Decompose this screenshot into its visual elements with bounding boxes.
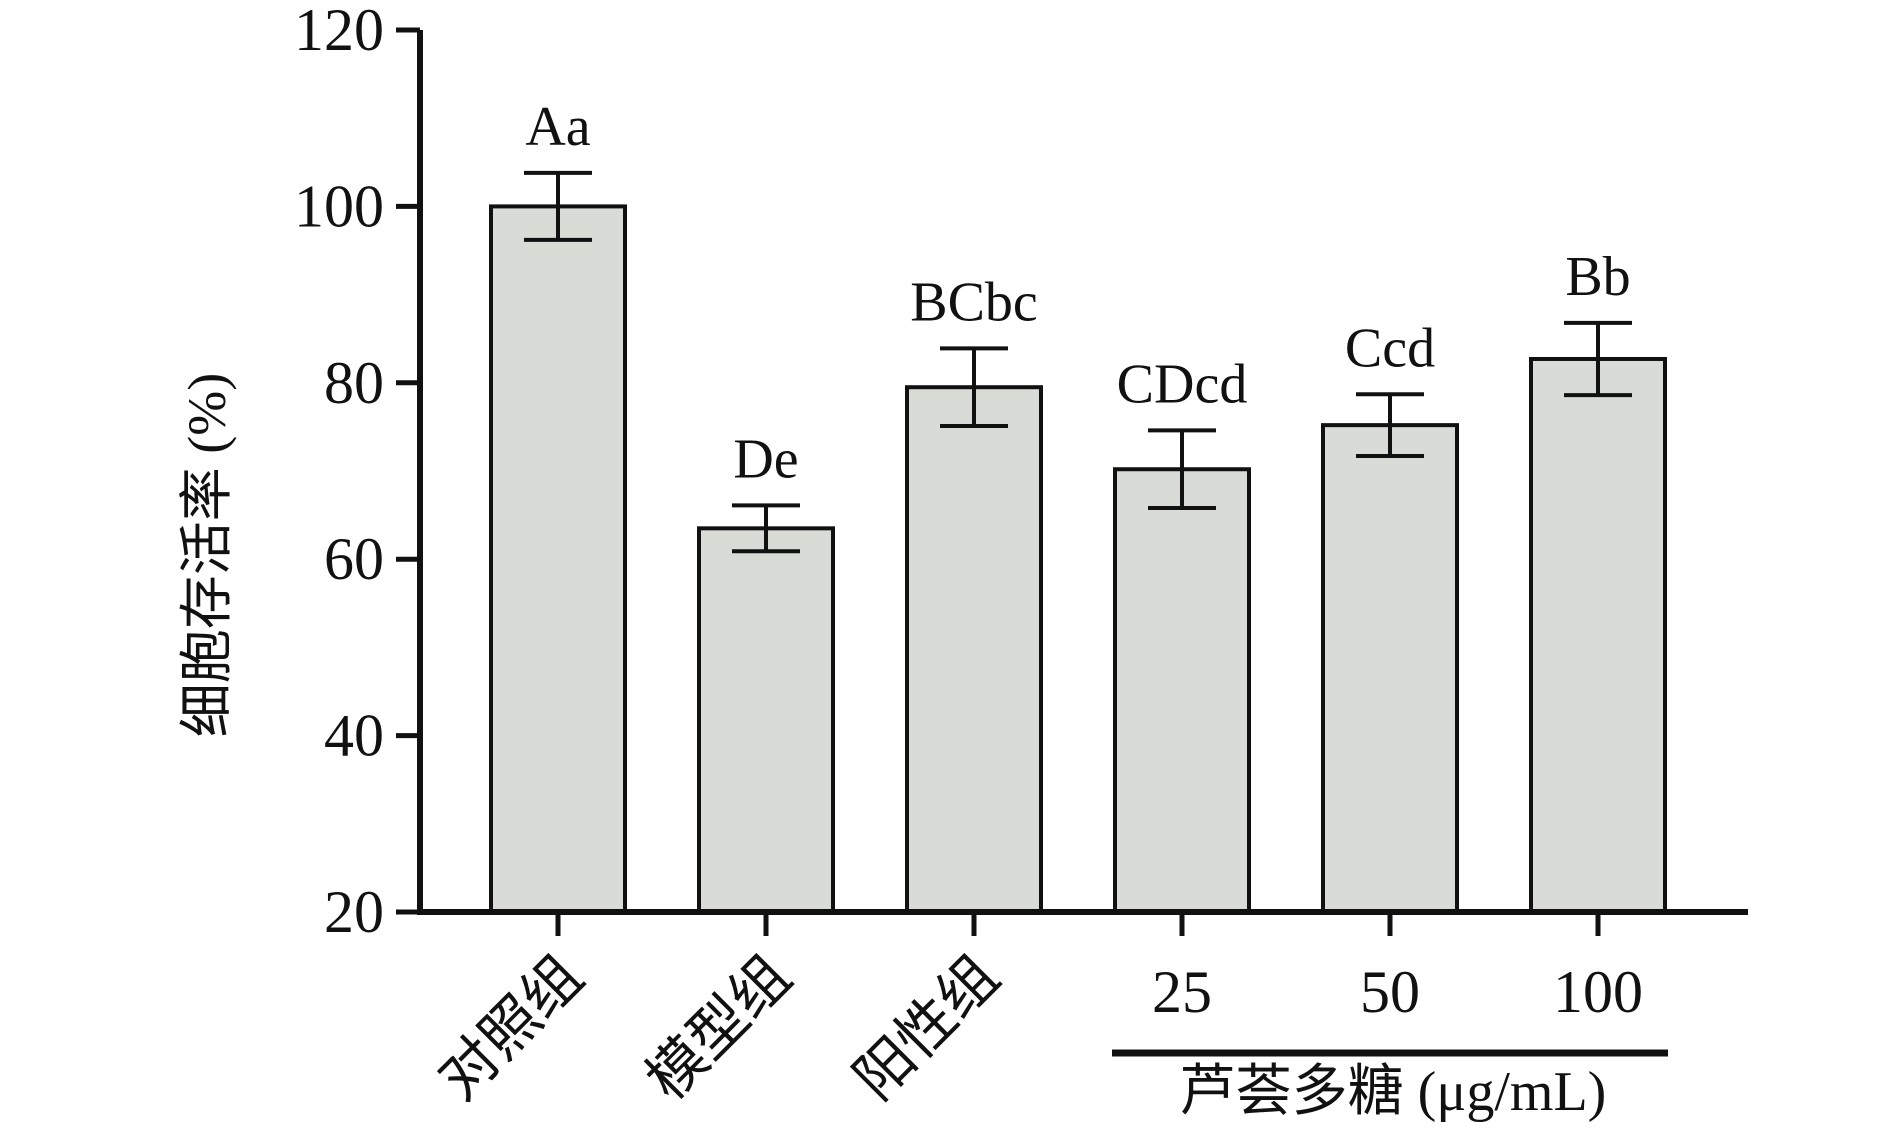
significance-label: Bb	[1565, 246, 1630, 308]
y-tick-label: 100	[294, 173, 384, 239]
significance-label: CDcd	[1117, 353, 1248, 415]
y-tick-label: 120	[294, 0, 384, 63]
bar	[489, 204, 627, 914]
x-tick-label: 模型组	[634, 943, 803, 1112]
significance-label: BCbc	[910, 271, 1038, 333]
bar	[1113, 467, 1251, 914]
bar	[1321, 423, 1459, 914]
y-axis-title: 细胞存活率 (%)	[177, 373, 237, 737]
group-label: 芦荟多糖 (μg/mL)	[1180, 1061, 1607, 1123]
x-tick-label: 100	[1553, 959, 1643, 1025]
x-tick-label: 阳性组	[842, 943, 1011, 1112]
bar	[1529, 356, 1667, 914]
x-tick-label: 50	[1360, 959, 1420, 1025]
x-tick-label: 对照组	[426, 943, 595, 1112]
y-tick-label: 20	[324, 879, 384, 945]
y-tick-label: 80	[324, 350, 384, 416]
significance-label: Aa	[525, 96, 590, 158]
y-tick-label: 40	[324, 703, 384, 769]
y-tick-label: 60	[324, 526, 384, 592]
significance-label: De	[733, 428, 798, 490]
bar	[905, 385, 1043, 914]
bar	[697, 526, 835, 915]
x-tick-label: 25	[1152, 959, 1212, 1025]
significance-label: Ccd	[1345, 317, 1435, 379]
